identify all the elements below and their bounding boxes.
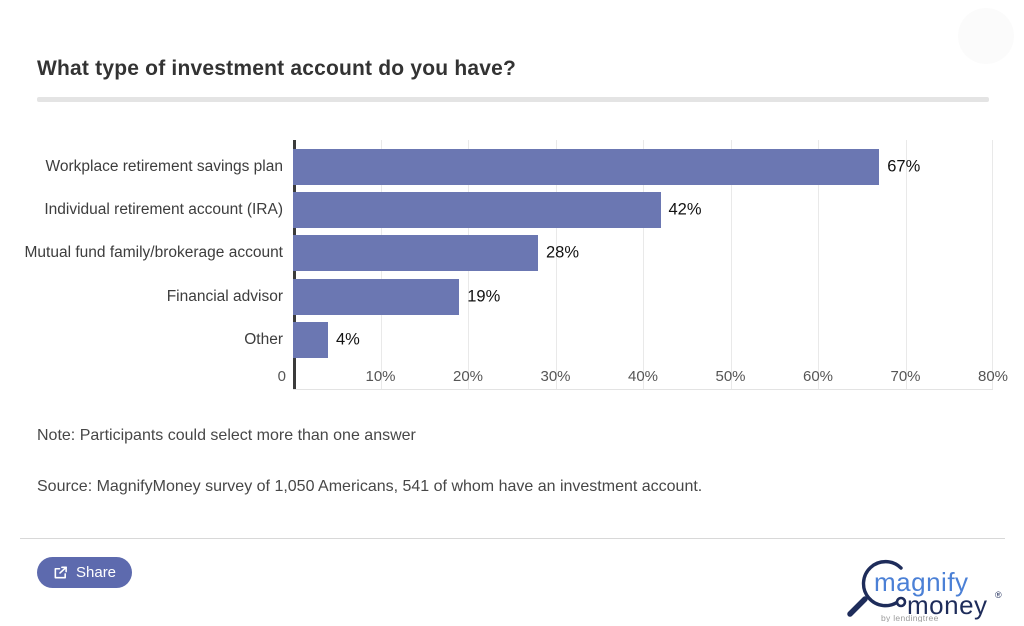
share-icon — [54, 566, 67, 579]
bar-rows: Workplace retirement savings plan 67% In… — [0, 145, 1024, 362]
gridline — [643, 140, 644, 389]
bar — [293, 148, 880, 185]
bar — [293, 278, 460, 315]
bar-chart: Workplace retirement savings plan 67% In… — [0, 140, 1024, 390]
category-label: Mutual fund family/brokerage account — [24, 244, 283, 262]
bar-track: 42% — [293, 192, 993, 229]
x-tick-label: 80% — [977, 368, 1009, 385]
category-label: Individual retirement account (IRA) — [44, 201, 283, 219]
x-tick-label: 0 — [277, 368, 286, 385]
gridline — [992, 140, 993, 389]
source-text: Source: MagnifyMoney survey of 1,050 Ame… — [37, 478, 703, 495]
gridline — [818, 140, 819, 389]
bar-track: 28% — [293, 235, 993, 272]
share-button-label: Share — [76, 564, 117, 581]
note-text: Note: Participants could select more tha… — [37, 427, 416, 444]
logo-registered-mark: ® — [995, 590, 1002, 600]
category-label: Workplace retirement savings plan — [45, 157, 284, 175]
faded-watermark-circle — [958, 8, 1014, 64]
magnifier-rim-dot-icon — [895, 596, 907, 608]
magnifier-handle-icon — [847, 596, 868, 617]
x-axis: 0 10% 20% 30% 40% 50% 60% 70% 80% — [278, 364, 1008, 390]
x-tick-label: 30% — [540, 368, 571, 385]
gridline — [905, 140, 907, 389]
x-tick-label: 20% — [452, 368, 484, 385]
bar-row: Workplace retirement savings plan 67% — [0, 145, 1024, 188]
magnifier-lens-icon — [861, 559, 903, 608]
share-button[interactable]: Share — [37, 557, 133, 588]
bar-track: 19% — [293, 278, 993, 315]
bar-track: 4% — [293, 322, 993, 359]
bar — [293, 192, 661, 229]
x-tick-label: 40% — [627, 368, 659, 385]
category-label: Financial advisor — [166, 287, 283, 305]
bar-row: Other 4% — [0, 319, 1024, 362]
magnifymoney-logo: magnify money ® by lendingtree — [843, 556, 1013, 626]
category-label: Other — [244, 331, 283, 349]
page-title: What type of investment account do you h… — [37, 57, 517, 80]
bar-value-label: 42% — [668, 200, 702, 219]
bar-value-label: 19% — [467, 287, 501, 306]
title-divider — [37, 97, 989, 102]
bar-row: Financial advisor 19% — [0, 275, 1024, 318]
x-tick-label: 50% — [715, 368, 746, 385]
bar-value-label: 28% — [546, 243, 580, 262]
footer-divider — [20, 538, 1005, 539]
x-tick-label: 60% — [802, 368, 834, 385]
logo-word-magnify: magnify — [874, 567, 969, 597]
logo-word-money: money — [907, 590, 988, 620]
bar-track: 67% — [293, 148, 993, 185]
magnifymoney-logo-graphic: magnify money ® by lendingtree — [847, 559, 1002, 623]
logo-byline: by lendingtree — [881, 613, 939, 622]
gridline — [555, 140, 557, 389]
bar-value-label: 4% — [336, 330, 360, 349]
gridline — [730, 140, 732, 389]
bar-row: Individual retirement account (IRA) 42% — [0, 188, 1024, 231]
bar — [293, 235, 538, 272]
bar — [293, 322, 328, 359]
bar-value-label: 67% — [887, 157, 921, 176]
bar-row: Mutual fund family/brokerage account 28% — [0, 232, 1024, 275]
x-tick-label: 10% — [365, 368, 396, 385]
x-tick-label: 70% — [890, 368, 921, 385]
